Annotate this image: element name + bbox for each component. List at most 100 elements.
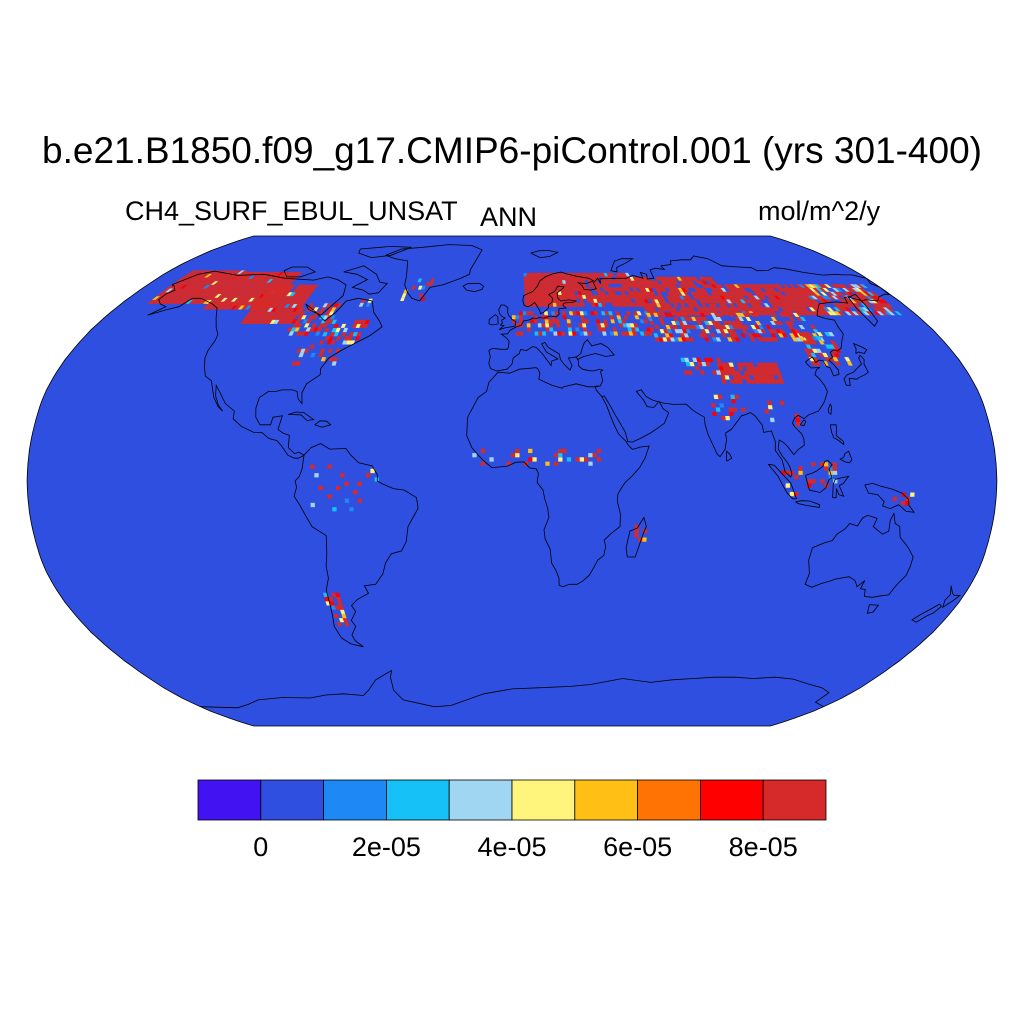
emission-cell: [335, 336, 342, 341]
emission-cell: [600, 280, 605, 284]
emission-cell: [634, 529, 639, 534]
emission-cell: [552, 298, 557, 303]
emission-cell: [771, 329, 778, 334]
emission-cell: [341, 613, 347, 619]
emission-cell: [269, 292, 276, 297]
emission-cell: [627, 291, 633, 295]
emission-cell: [685, 337, 691, 342]
emission-cell: [851, 311, 860, 316]
emission-cell: [717, 284, 724, 288]
emission-cell: [625, 295, 631, 299]
emission-cell: [601, 327, 606, 332]
emission-cell: [668, 284, 675, 288]
emission-cell: [566, 457, 572, 462]
emission-cell: [679, 276, 686, 281]
emission-cell: [669, 337, 676, 342]
emission-cell: [725, 299, 733, 304]
emission-cell: [575, 457, 580, 462]
emission-cell: [786, 291, 794, 296]
emission-cell: [804, 348, 811, 353]
coastline-segment: [343, 265, 389, 295]
emission-cell: [861, 307, 870, 312]
emission-cell: [584, 457, 589, 462]
emission-cell: [725, 321, 732, 325]
emission-cell: [732, 333, 739, 338]
emission-cell: [681, 337, 687, 342]
emission-cell: [711, 337, 718, 342]
emission-cell: [808, 307, 816, 312]
emission-cell: [780, 307, 788, 312]
emission-cell: [245, 305, 252, 310]
emission-cell: [733, 291, 740, 296]
emission-cell: [665, 295, 672, 300]
emission-cell: [510, 453, 516, 458]
emission-cell: [527, 283, 531, 288]
emission-cell: [771, 312, 778, 317]
emission-cell: [217, 297, 225, 302]
emission-cell: [600, 291, 606, 295]
emission-cell: [276, 279, 283, 283]
coastline-segment: [488, 255, 891, 478]
coastline-segment: [575, 356, 604, 372]
emission-cell: [699, 370, 705, 375]
emission-cell: [319, 315, 325, 320]
emission-cell: [695, 280, 702, 285]
emission-cell: [302, 284, 309, 289]
emission-cell: [262, 286, 270, 291]
emission-cell: [694, 316, 701, 321]
emission-cell: [728, 362, 734, 367]
emission-cell: [826, 291, 835, 296]
emission-cell: [227, 301, 235, 306]
emission-cell: [730, 337, 737, 342]
emission-cell: [316, 327, 323, 332]
emission-cell: [688, 284, 695, 288]
emission-cell: [647, 331, 653, 336]
emission-cell: [534, 291, 539, 295]
emission-cell: [874, 303, 883, 308]
coastline-segment: [832, 475, 850, 499]
emission-cell: [667, 312, 673, 317]
emission-cell: [770, 316, 778, 321]
emission-cell: [544, 311, 548, 316]
emission-cell: [256, 282, 264, 287]
emission-cell: [739, 312, 746, 317]
emission-cell: [696, 295, 702, 300]
emission-cell: [280, 303, 288, 308]
coastline-segment: [799, 419, 807, 427]
emission-cell: [704, 357, 710, 362]
emission-cell: [598, 295, 604, 299]
coastline-segment: [314, 420, 332, 428]
emission-cell: [733, 295, 740, 300]
emission-cell: [562, 280, 566, 284]
emission-cell: [616, 315, 622, 320]
emission-cell: [226, 282, 235, 287]
emission-cell: [577, 291, 582, 295]
emission-cell: [249, 282, 257, 287]
emission-cell: [283, 296, 290, 300]
emission-cell: [755, 321, 762, 325]
emission-cell: [561, 276, 566, 281]
emission-cell: [318, 340, 325, 345]
emission-cell: [205, 288, 213, 293]
emission-cell: [598, 283, 603, 288]
emission-cell: [269, 299, 277, 304]
emission-cell: [649, 321, 655, 325]
emission-cell: [674, 299, 681, 304]
emission-cell: [223, 273, 231, 278]
emission-cell: [340, 473, 345, 478]
emission-cell: [774, 379, 781, 384]
emission-cell: [745, 307, 752, 312]
emission-cell: [262, 299, 270, 304]
emission-cell: [283, 299, 290, 304]
emission-cell: [677, 337, 683, 342]
emission-cell: [204, 292, 212, 297]
emission-cell: [715, 370, 722, 375]
emission-cell: [168, 299, 176, 304]
emission-cell: [729, 379, 735, 384]
emission-cell: [604, 311, 610, 316]
emission-cell: [728, 312, 735, 317]
emission-cell: [560, 331, 566, 336]
emission-cell: [334, 605, 340, 610]
emission-cell: [597, 302, 603, 307]
emission-cell: [681, 299, 688, 304]
